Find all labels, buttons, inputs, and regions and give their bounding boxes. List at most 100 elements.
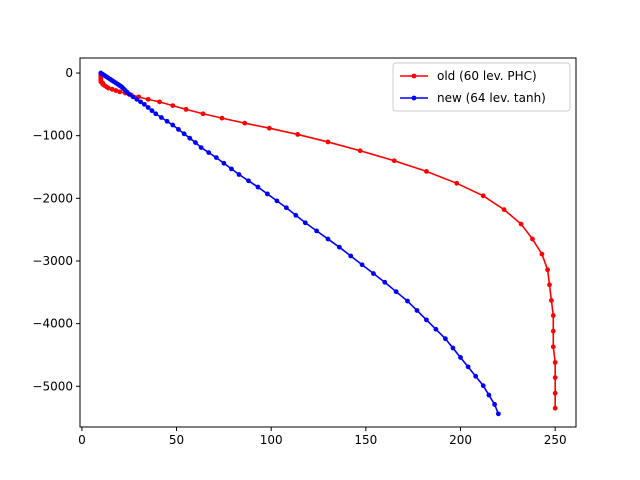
data-point [454, 180, 460, 186]
data-point [336, 244, 342, 250]
data-point [552, 405, 558, 411]
data-point [325, 139, 331, 145]
data-point [480, 383, 486, 389]
data-point [458, 355, 463, 360]
data-point [547, 282, 552, 288]
data-point [153, 111, 159, 117]
data-point [391, 158, 397, 164]
data-point [414, 308, 420, 313]
data-point [109, 86, 115, 92]
data-point [518, 221, 524, 227]
data-point [265, 191, 270, 197]
data-point [314, 228, 320, 234]
series-old [98, 71, 558, 411]
data-point [424, 317, 429, 323]
x-tick-label: 100 [260, 433, 283, 447]
x-tick-label: 250 [544, 433, 567, 447]
data-point [145, 96, 151, 102]
data-point [371, 271, 376, 276]
data-point [170, 122, 176, 128]
y-tick-label: −3000 [32, 254, 73, 268]
plot-series [98, 70, 558, 417]
y-tick-label: −5000 [32, 379, 73, 393]
data-point [255, 184, 261, 190]
data-point [236, 172, 242, 177]
data-point [200, 111, 206, 117]
data-point [405, 298, 410, 304]
data-point [465, 364, 471, 370]
data-point [424, 168, 429, 174]
data-point [266, 125, 272, 131]
data-point [348, 253, 354, 259]
data-point [550, 328, 556, 334]
x-tick-label: 150 [354, 433, 377, 447]
data-point [357, 148, 363, 154]
data-point [130, 94, 136, 100]
data-point [145, 105, 151, 110]
data-point [552, 375, 558, 380]
data-point [302, 220, 308, 226]
legend-marker [411, 95, 417, 101]
data-point [545, 267, 550, 273]
x-tick-label: 0 [78, 433, 86, 447]
data-point [495, 411, 501, 417]
data-point [149, 108, 155, 114]
data-point [117, 89, 123, 95]
data-point [539, 251, 545, 257]
data-point [480, 193, 486, 199]
y-tick-label: −2000 [32, 191, 73, 205]
data-point [242, 120, 248, 126]
data-point [219, 115, 225, 121]
data-point [293, 212, 299, 218]
data-point [141, 101, 147, 107]
legend-box [392, 62, 571, 112]
data-point [198, 145, 204, 150]
data-point [550, 344, 556, 350]
data-point [183, 106, 189, 112]
data-point [492, 402, 497, 407]
data-point [283, 205, 289, 211]
data-point [552, 360, 558, 365]
data-point [113, 88, 119, 93]
data-point [213, 155, 219, 161]
data-point [450, 345, 456, 351]
data-point [164, 118, 170, 124]
data-point [229, 166, 234, 172]
legend-marker [411, 73, 417, 79]
data-point [159, 115, 164, 120]
data-point [382, 279, 388, 285]
series-line [100, 72, 500, 415]
plot-frame [79, 57, 577, 428]
data-point [548, 298, 554, 303]
data-point [442, 336, 448, 342]
data-point [550, 313, 556, 318]
data-point [501, 207, 507, 213]
series-new [98, 70, 501, 417]
data-point [106, 85, 111, 91]
x-tick-label: 50 [169, 433, 184, 447]
data-point [138, 99, 143, 105]
data-point [274, 198, 280, 204]
data-point [325, 236, 331, 242]
data-point [206, 150, 212, 156]
data-point [486, 392, 492, 398]
legend-label: old (60 lev. PHC) [437, 69, 537, 83]
x-tick-label: 200 [449, 433, 472, 447]
data-point [126, 91, 132, 97]
data-point [157, 99, 162, 105]
data-point [193, 140, 198, 145]
data-point [170, 103, 176, 109]
y-tick-label: 0 [65, 66, 73, 80]
data-point [221, 160, 227, 166]
data-point [552, 390, 558, 396]
data-point [433, 326, 439, 332]
legend-label: new (64 lev. tanh) [437, 91, 546, 105]
axes: 0 50 100 150 200 250 0 −1000 −2000 −3000 −4000 −500… [32, 57, 577, 447]
data-point [473, 373, 479, 379]
data-point [181, 131, 187, 137]
data-point [134, 96, 140, 102]
data-point [295, 132, 301, 137]
data-point [246, 178, 251, 184]
data-point [187, 135, 193, 141]
